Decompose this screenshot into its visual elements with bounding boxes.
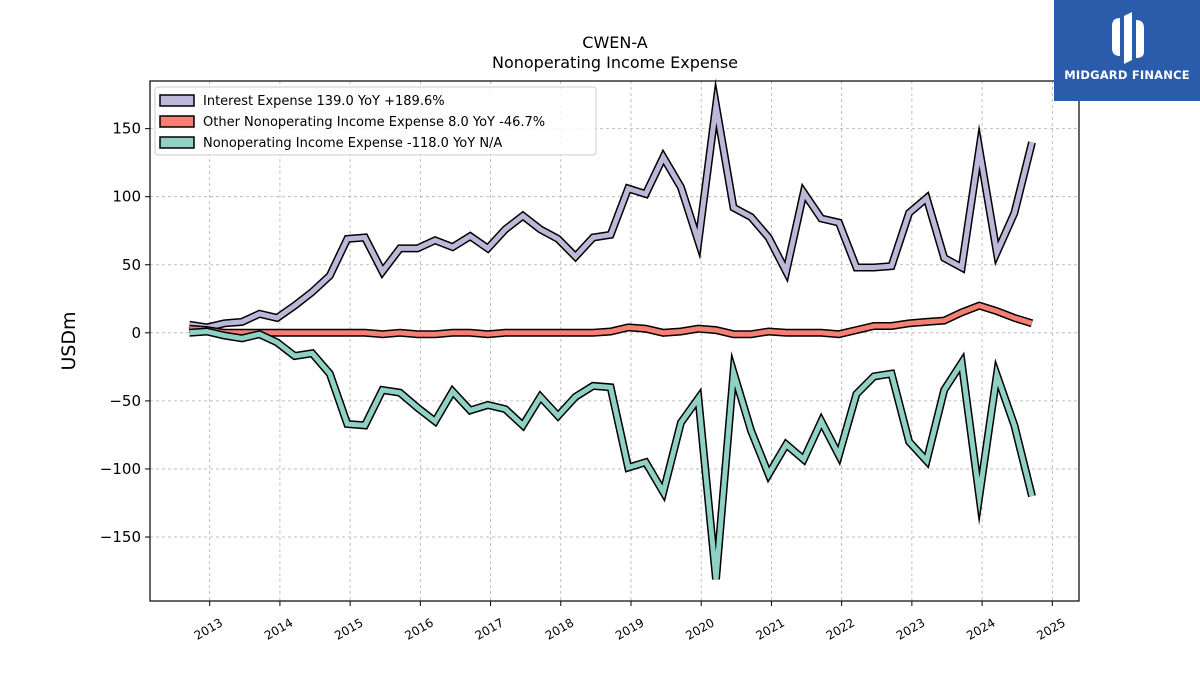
legend-entry-label: Interest Expense 139.0 YoY +189.6%	[203, 94, 445, 109]
legend: Interest Expense 139.0 YoY +189.6% Other …	[154, 86, 597, 156]
y-tick-label: 150	[112, 120, 141, 138]
x-tick-label: 2023	[894, 615, 927, 642]
plot-frame	[149, 80, 1080, 602]
series-line	[188, 88, 1035, 330]
y-tick-label: 100	[112, 188, 141, 206]
x-axis-ticks: 2013 2014 2015 2016 2017 2018 2019 2020 2021 2022…	[192, 601, 1068, 643]
y-tick-label: −50	[109, 392, 141, 410]
chart-title: CWEN-A	[582, 33, 647, 52]
y-tick-label: 0	[131, 324, 141, 342]
x-tick-label: 2020	[683, 615, 716, 642]
legend-box	[154, 86, 597, 156]
series-1	[188, 301, 1034, 339]
series-line	[189, 328, 1035, 580]
grid-lines	[150, 81, 1079, 601]
y-tick-label: −150	[100, 528, 141, 546]
logo-mark-icon	[1112, 12, 1144, 64]
x-tick-label: 2019	[613, 615, 646, 642]
y-axis-label: USDm	[58, 311, 80, 370]
x-tick-label: 2017	[473, 615, 506, 642]
y-tick-label: 50	[122, 256, 141, 274]
legend-entry-label: Other Nonoperating Income Expense 8.0 Yo…	[203, 115, 545, 130]
x-tick-label: 2022	[824, 615, 857, 642]
x-tick-label: 2018	[543, 615, 576, 642]
legend-entry-label: Nonoperating Income Expense -118.0 YoY N…	[203, 136, 502, 151]
x-tick-label: 2015	[332, 615, 365, 642]
legend-swatch	[159, 94, 195, 107]
x-tick-label: 2014	[262, 615, 295, 642]
y-tick-label: −100	[100, 460, 141, 478]
y-axis-ticks: −150 −100 −50 0 50 100 150	[100, 120, 150, 546]
series-outline	[189, 327, 1036, 580]
legend-swatch	[159, 115, 195, 128]
x-tick-label: 2021	[753, 615, 786, 642]
chart-subtitle: Nonoperating Income Expense	[492, 53, 738, 72]
midgard-finance-logo: MIDGARD FINANCE	[1054, 0, 1200, 101]
logo-text: MIDGARD FINANCE	[1064, 68, 1190, 82]
series-layer	[188, 78, 1036, 580]
x-tick-label: 2024	[964, 615, 997, 642]
x-tick-label: 2013	[192, 615, 225, 642]
series-line	[189, 302, 1033, 337]
x-tick-label: 2016	[402, 615, 435, 642]
x-tick-label: 2025	[1034, 615, 1067, 642]
series-2	[189, 327, 1036, 580]
series-0	[188, 78, 1036, 332]
legend-swatch	[159, 136, 195, 149]
